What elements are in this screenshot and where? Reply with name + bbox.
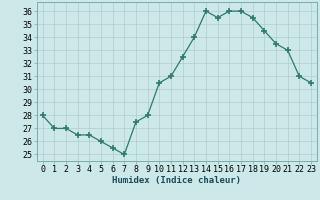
X-axis label: Humidex (Indice chaleur): Humidex (Indice chaleur) [112,176,241,185]
